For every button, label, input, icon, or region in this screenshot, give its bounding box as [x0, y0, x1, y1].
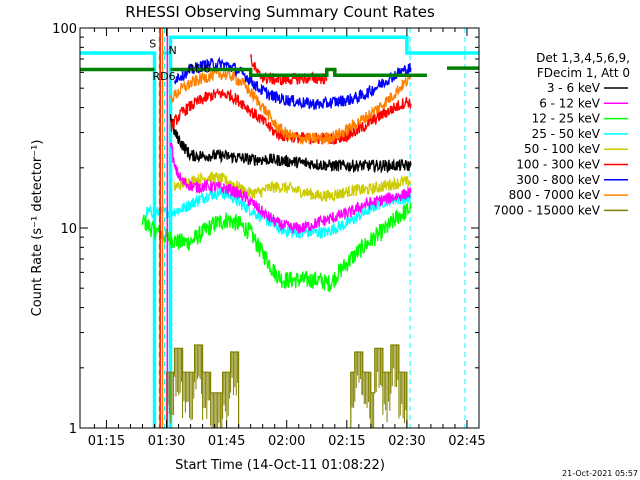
attenuator-flag-line-1 — [80, 51, 157, 428]
legend-label: 3 - 6 keV — [547, 81, 601, 95]
x-tick-label: 02:45 — [448, 434, 485, 449]
series-line — [141, 202, 412, 293]
legend-label: 50 - 100 keV — [524, 142, 601, 156]
x-tick-label: 02:30 — [388, 434, 425, 449]
legend-header-line2: FDecim 1, Att 0 — [537, 66, 630, 80]
y-tick-label: 100 — [52, 22, 77, 37]
legend-label: 300 - 800 keV — [516, 173, 600, 187]
series-line — [145, 187, 412, 239]
x-tick-label: 01:45 — [208, 434, 245, 449]
legend-label: 7000 - 15000 keV — [493, 203, 600, 217]
legend: Det 1,3,4,5,6,9, FDecim 1, Att 0 3 - 6 k… — [493, 51, 630, 217]
series-line — [169, 114, 412, 174]
series-6-12keV — [169, 142, 412, 235]
saa-flag-line-2 — [170, 67, 427, 78]
x-tick-label: 02:00 — [268, 434, 305, 449]
series-3-6keV — [169, 114, 412, 174]
series-line — [169, 142, 412, 235]
flag-label-1: S — [149, 37, 156, 50]
y-tick-label: 10 — [60, 222, 77, 237]
axes: 01:15 01:30 01:45 02:00 02:15 02:30 02:45 1 10 10… — [52, 22, 486, 449]
legend-label: 800 - 7000 keV — [509, 188, 601, 202]
x-axis-label: Start Time (14-Oct-11 01:08:22) — [175, 458, 385, 473]
chart-title: RHESSI Observing Summary Count Rates — [125, 3, 435, 21]
legend-label: 12 - 25 keV — [532, 112, 601, 126]
generation-timestamp: 21-Oct-2021 05:57 — [562, 469, 638, 478]
x-tick-label: 02:15 — [328, 434, 365, 449]
flag-label-3: RD6 — [187, 62, 210, 75]
plot-clip-group: SN RD6 RD6 — [80, 28, 479, 428]
series-25-50keV — [145, 187, 412, 239]
legend-label: 25 - 50 keV — [532, 127, 601, 141]
y-axis-label: Count Rate (s⁻¹ detector⁻¹) — [30, 140, 45, 317]
legend-header-line1: Det 1,3,4,5,6,9, — [536, 51, 630, 65]
plot-area: SN RD6 RD6 — [80, 28, 479, 428]
series-800-7000keV — [169, 68, 412, 146]
y-tick-label: 1 — [69, 422, 77, 437]
legend-label: 6 - 12 keV — [539, 96, 601, 110]
x-tick-label: 01:15 — [88, 434, 125, 449]
attenuator-flag-line-2 — [168, 35, 479, 428]
series-line — [169, 68, 412, 146]
x-tick-label: 01:30 — [148, 434, 185, 449]
series-line — [250, 54, 328, 86]
series-12-25keV — [141, 202, 412, 293]
flag-label-2: N — [169, 44, 177, 57]
legend-label: 100 - 300 keV — [516, 158, 600, 172]
series-line — [173, 171, 412, 203]
flag-label-4: RD6 — [153, 70, 176, 83]
series-50-100keV — [173, 171, 412, 203]
